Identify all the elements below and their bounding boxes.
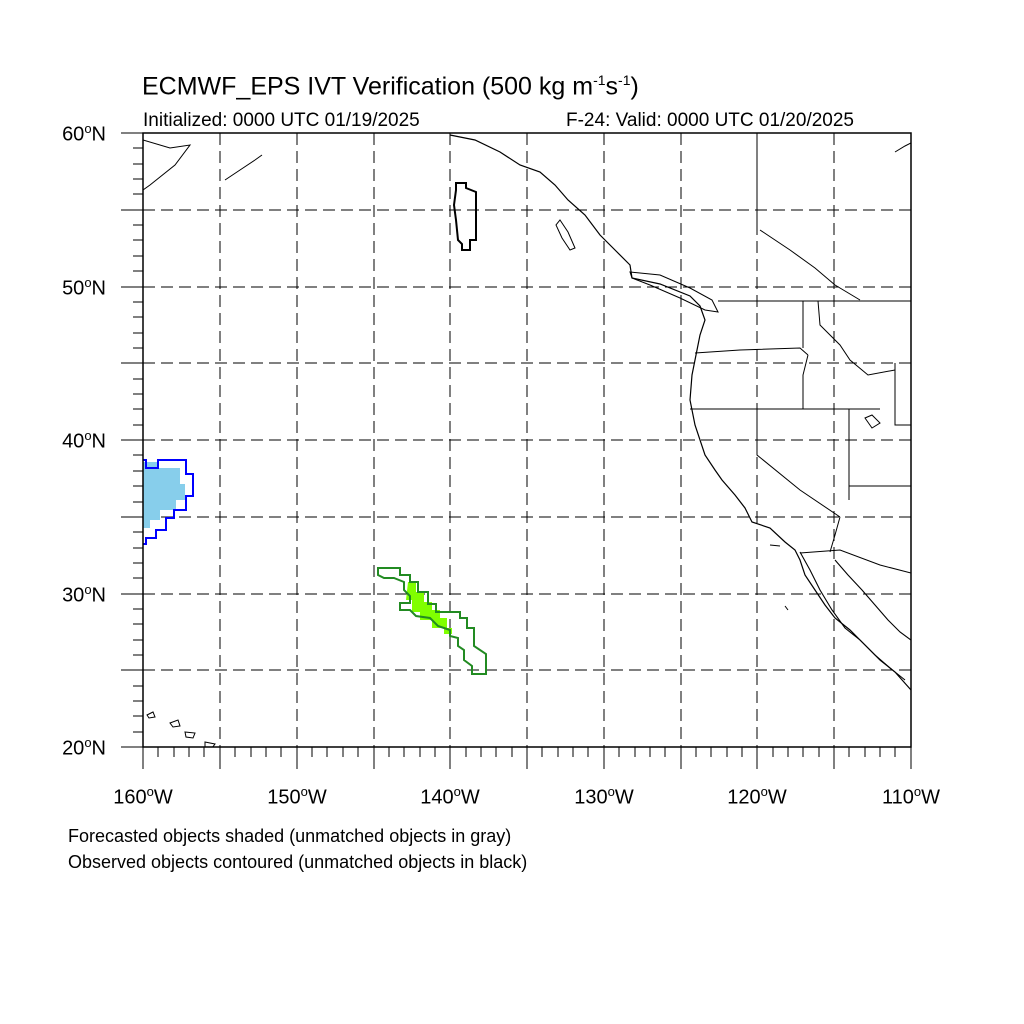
graticule bbox=[143, 133, 911, 747]
lat-ticks bbox=[121, 132, 143, 748]
ca-nv-border bbox=[756, 409, 841, 518]
land-outlines bbox=[143, 133, 911, 747]
or-id-border bbox=[802, 354, 809, 409]
observed-contour-1 bbox=[143, 459, 194, 545]
lon-label-150w: 150oW bbox=[267, 784, 327, 809]
chart-title: ECMWF_EPS IVT Verification (500 kg m-1s-… bbox=[142, 72, 639, 101]
id-mt-border bbox=[817, 300, 896, 376]
canada-coast-east bbox=[894, 142, 911, 153]
observed-contour-2 bbox=[377, 567, 487, 675]
us-mexico-border bbox=[799, 549, 911, 574]
great-salt-lake bbox=[864, 414, 881, 429]
wa-or-border bbox=[694, 347, 809, 356]
vancouver-island bbox=[629, 271, 719, 313]
lon-label-140w: 140oW bbox=[420, 784, 480, 809]
gulf-of-california-coast bbox=[834, 559, 911, 641]
valid-time: F-24: Valid: 0000 UTC 01/20/2025 bbox=[566, 110, 854, 131]
unmatched-observed-contour bbox=[452, 182, 477, 251]
alaska-coast bbox=[143, 139, 192, 191]
alaska-island bbox=[224, 154, 263, 181]
hawaii-islands bbox=[146, 711, 216, 747]
lat-label-60: 60oN bbox=[62, 121, 106, 146]
lon-ticks bbox=[142, 747, 912, 769]
az-ca-border bbox=[829, 516, 841, 553]
lon-label-120w: 120oW bbox=[727, 784, 787, 809]
observed-note: Observed objects contoured (unmatched ob… bbox=[68, 852, 528, 872]
forecast-object-2 bbox=[406, 582, 452, 634]
lat-label-50: 50oN bbox=[62, 275, 106, 300]
channel-islands bbox=[769, 544, 789, 611]
north-america-coastline bbox=[449, 134, 911, 691]
lon-label-130w: 130oW bbox=[574, 784, 634, 809]
lat-label-30: 30oN bbox=[62, 582, 106, 607]
bc-alberta-border bbox=[759, 229, 861, 301]
forecast-note: Forecasted objects shaded (unmatched obj… bbox=[68, 826, 512, 846]
mt-wy-border bbox=[894, 363, 911, 426]
lat-label-20: 20oN bbox=[62, 735, 106, 760]
initialized-time: Initialized: 0000 UTC 01/19/2025 bbox=[143, 110, 420, 131]
lon-label-160w: 160oW bbox=[113, 784, 173, 809]
baja-california bbox=[799, 551, 906, 681]
haida-gwaii bbox=[555, 219, 576, 251]
lat-label-40: 40oN bbox=[62, 428, 106, 453]
forecast-object-1 bbox=[143, 462, 185, 528]
lon-label-110w: 110oW bbox=[881, 784, 940, 809]
